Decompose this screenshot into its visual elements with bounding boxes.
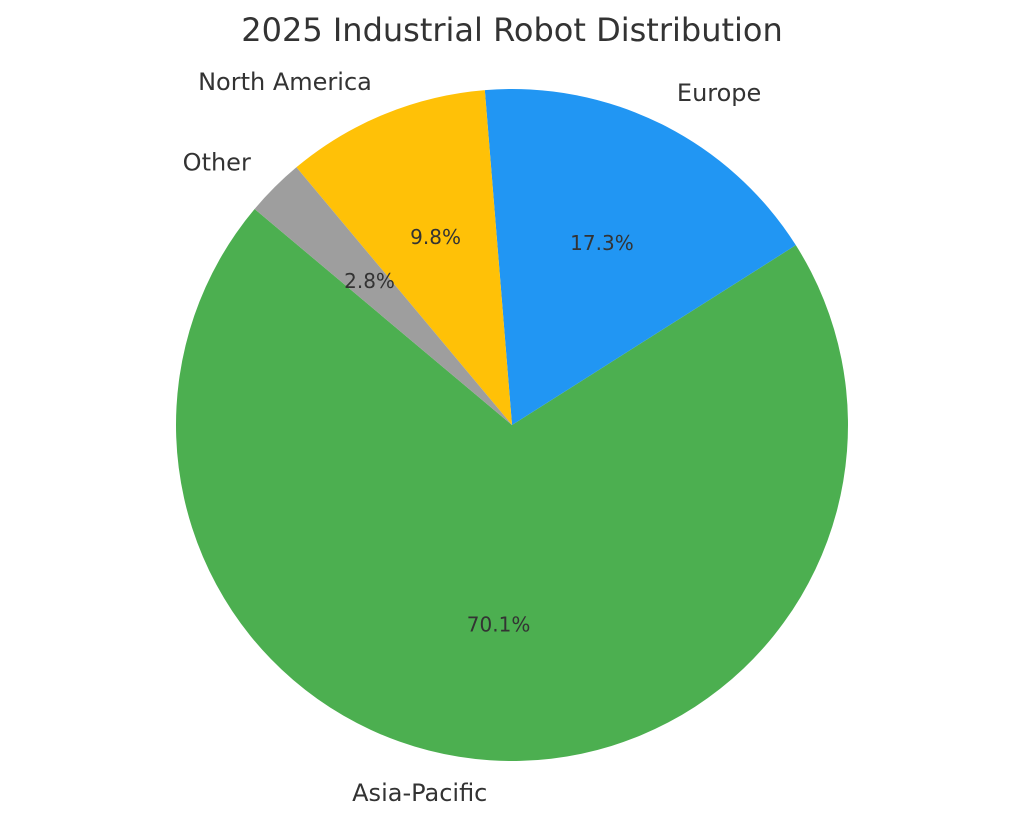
chart-title: 2025 Industrial Robot Distribution [241,11,783,49]
pie-slice [296,90,512,425]
pie-slice [254,167,512,426]
value-label: 2.8% [344,269,395,293]
value-label: 17.3% [570,231,634,255]
pie-slice [484,88,796,425]
slice-label: Other [183,148,251,176]
value-label: 9.8% [410,225,461,249]
pie-slice [176,209,849,761]
slice-label: Europe [677,79,761,107]
slice-label: Asia-Pacific [352,779,487,807]
slice-label: North America [198,68,372,96]
value-label: 70.1% [467,613,531,637]
